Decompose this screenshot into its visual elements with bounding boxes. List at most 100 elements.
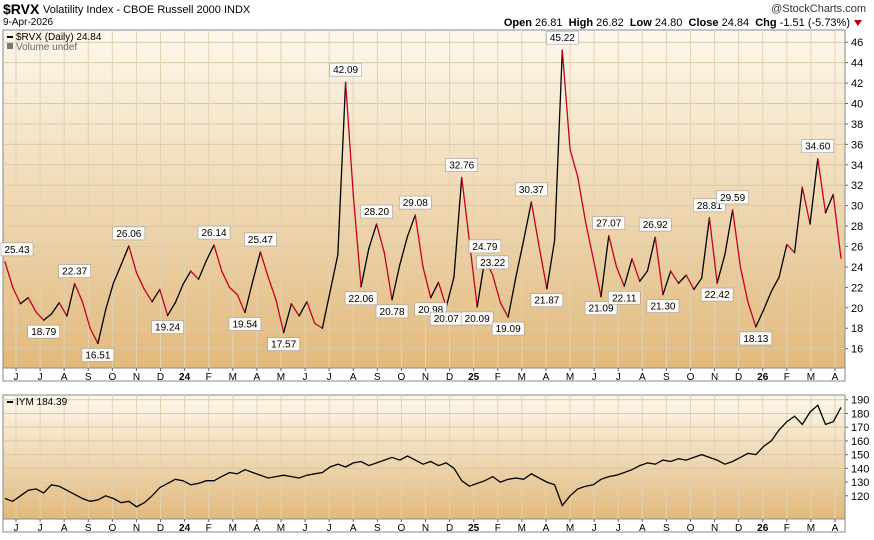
rvx-line-segment [615, 266, 625, 287]
rvx-x-tick-label: F [784, 372, 790, 383]
rvx-data-label: 20.98 [418, 305, 443, 316]
iym-x-tick-label: D [735, 523, 742, 534]
rvx-line-segment [159, 288, 169, 317]
rvx-data-label: 21.30 [650, 302, 675, 313]
rvx-line-segment [817, 158, 827, 214]
rvx-data-label: 23.22 [480, 258, 505, 269]
rvx-x-tick-label: N [711, 372, 718, 383]
symbol-label: $RVX [3, 1, 40, 17]
rvx-x-tick-label: J [14, 372, 19, 383]
rvx-line-segment [701, 217, 711, 279]
rvx-data-label-box [228, 317, 262, 331]
rvx-x-tick-label: A [350, 372, 357, 383]
rvx-data-label-box [398, 195, 432, 210]
rvx-data-label-box [468, 239, 502, 254]
iym-x-tick-label: N [133, 523, 140, 534]
rvx-data-label-box [151, 320, 184, 334]
rvx-line-segment [724, 209, 734, 256]
iym-y-tick-label: 120 [851, 491, 869, 503]
chg-label: Chg [755, 17, 777, 29]
iym-y-tick-label: 180 [851, 408, 869, 420]
rvx-line-segment [778, 243, 788, 278]
rvx-line-segment [824, 193, 834, 214]
rvx-line-segment [801, 186, 811, 225]
rvx-line-segment [654, 236, 664, 296]
chart-header: $RVX Volatility Index - CBOE Russell 200… [0, 0, 874, 30]
rvx-data-label: 29.59 [720, 193, 745, 204]
rvx-line-segment [352, 194, 362, 288]
rvx-x-axis-strip [2, 367, 846, 382]
iym-x-tick-label: 25 [468, 523, 480, 534]
rvx-line-segment [259, 251, 269, 278]
rvx-line-segment [492, 274, 502, 304]
rvx-x-tick-label: 26 [757, 372, 769, 383]
brand-watermark: @StockCharts.com [771, 3, 866, 15]
rvx-data-label-box [584, 301, 618, 315]
rvx-x-tick-label: N [422, 372, 429, 383]
rvx-data-label-box [460, 311, 494, 326]
rvx-line-segment [430, 281, 440, 299]
rvx-line-segment [414, 214, 424, 268]
rvx-x-tick-label: J [303, 372, 308, 383]
rvx-x-tick-label: A [639, 372, 646, 383]
rvx-x-tick-label: A [254, 372, 261, 383]
rvx-data-label-box [530, 293, 564, 308]
rvx-data-label: 22.06 [349, 294, 374, 305]
rvx-line-segment [584, 221, 594, 260]
rvx-data-label: 22.37 [62, 267, 87, 278]
rvx-line-segment [677, 274, 687, 284]
open-value: 26.81 [535, 17, 563, 29]
rvx-data-label-box [801, 139, 835, 153]
rvx-line-segment [553, 49, 563, 242]
rvx-data-label: 28.20 [364, 207, 389, 218]
rvx-legend-swatch [7, 43, 13, 49]
rvx-line-segment [228, 286, 238, 296]
rvx-line-segment [182, 270, 192, 285]
rvx-x-tick-label: O [687, 372, 695, 383]
iym-x-tick-label: A [350, 523, 357, 534]
rvx-y-tick-label: 44 [851, 58, 863, 70]
iym-x-tick-label: A [639, 523, 646, 534]
rvx-line-segment [731, 209, 742, 268]
rvx-line-segment [739, 266, 749, 304]
rvx-data-label: 28.81 [697, 201, 722, 212]
rvx-data-label-box [491, 321, 525, 336]
rvx-line-segment [143, 288, 153, 303]
rvx-line-segment [793, 186, 803, 254]
iym-x-tick-label: J [592, 523, 597, 534]
rvx-data-label: 22.11 [612, 293, 637, 304]
iym-x-tick-label: M [566, 523, 574, 534]
rvx-line-segment [35, 311, 45, 321]
rvx-data-label: 17.57 [271, 340, 296, 351]
rvx-data-label-box [375, 304, 409, 319]
rvx-line-segment [546, 239, 556, 290]
exchange-label: INDX [223, 4, 251, 16]
rvx-y-tick-label: 42 [851, 78, 863, 90]
rvx-line-segment [368, 223, 378, 250]
rvx-x-tick-label: J [592, 372, 597, 383]
rvx-data-label: 26.14 [201, 228, 226, 239]
rvx-data-label-box [638, 217, 672, 232]
rvx-x-tick-label: D [735, 372, 742, 383]
rvx-line-segment [58, 302, 68, 317]
rvx-line-segment [577, 176, 587, 223]
rvx-data-label: 24.79 [472, 242, 497, 253]
iym-x-tick-label: F [495, 523, 501, 534]
rvx-line-segment [236, 293, 246, 314]
rvx-line-segment [515, 239, 525, 278]
rvx-legend-entry: $RVX (Daily) 24.84 [16, 32, 102, 43]
iym-x-tick-label: F [784, 523, 790, 534]
iym-x-tick-label: O [398, 523, 406, 534]
rvx-line-segment [708, 217, 718, 284]
rvx-data-label-box [700, 287, 734, 302]
iym-x-tick-label: J [38, 523, 43, 534]
iym-x-tick-label: F [206, 523, 212, 534]
rvx-line-segment [762, 290, 772, 311]
rvx-line-segment [631, 258, 641, 282]
rvx-x-tick-label: O [108, 372, 116, 383]
iym-x-tick-label: J [616, 523, 621, 534]
rvx-line-segment [19, 296, 29, 305]
rvx-line-segment [662, 270, 672, 296]
rvx-line-segment [104, 282, 115, 311]
